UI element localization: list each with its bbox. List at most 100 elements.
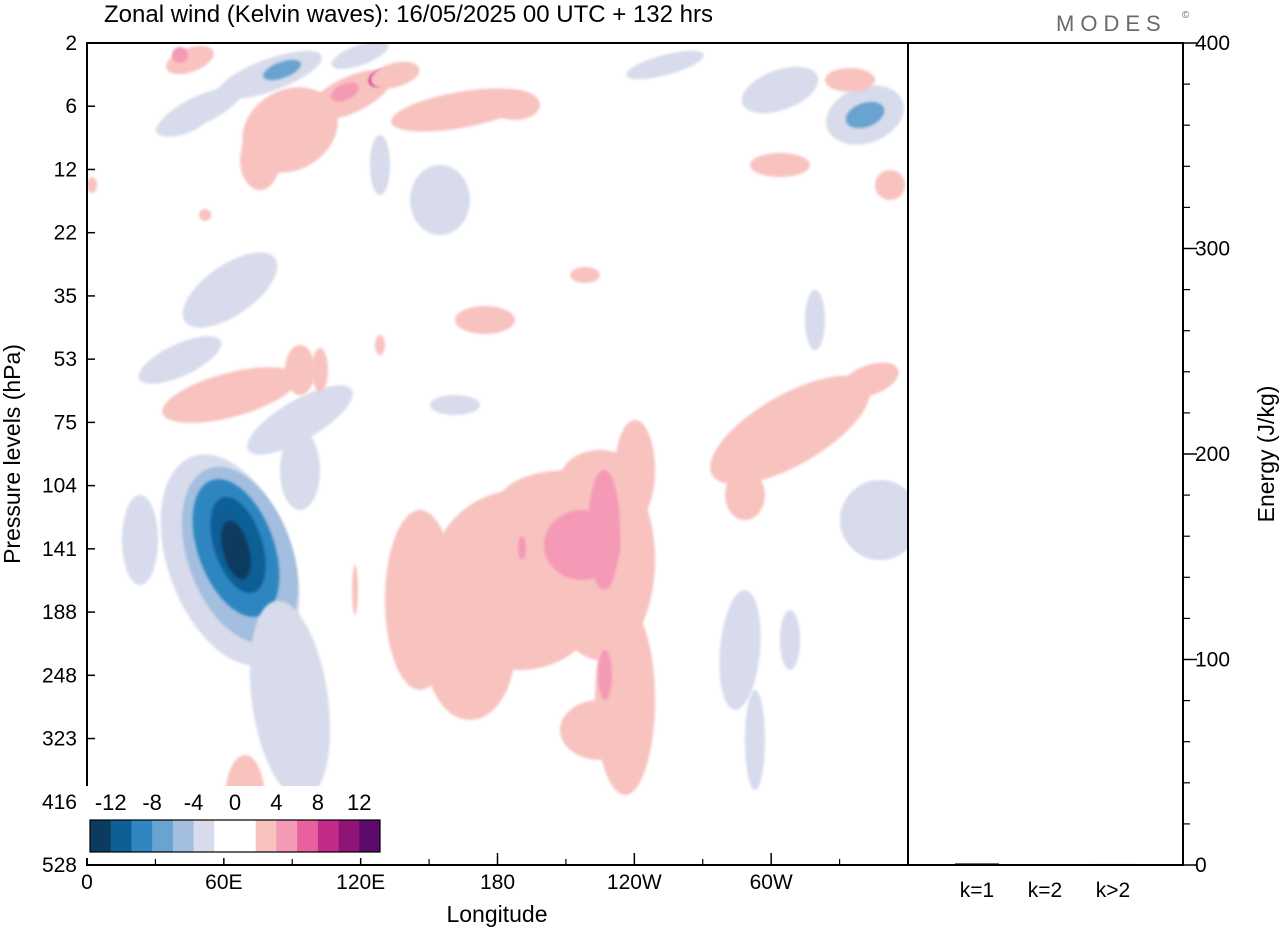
heatmap-contour-region bbox=[455, 306, 515, 334]
y-tick-label: 12 bbox=[54, 158, 77, 181]
energy-tick-label: 300 bbox=[1195, 238, 1230, 261]
colorbar-swatch bbox=[131, 820, 153, 852]
heatmap-contour-region bbox=[875, 170, 905, 200]
y-axis-label: Pressure levels (hPa) bbox=[0, 344, 25, 564]
heatmap-contour-region bbox=[162, 367, 298, 423]
heatmap-contour-region bbox=[825, 68, 875, 92]
heatmap-contour-region bbox=[155, 113, 205, 137]
x-axis-label: Longitude bbox=[446, 901, 547, 927]
heatmap-contour-region bbox=[626, 50, 704, 80]
colorbar-swatch bbox=[276, 820, 298, 852]
main-axes: 0 60E 120E 180 120W 60W 2 6 12 22 35 53 75 104 141 188 2… bbox=[42, 32, 841, 894]
heatmap-field bbox=[87, 43, 908, 845]
colorbar-swatch bbox=[297, 820, 319, 852]
colorbar-swatch bbox=[317, 820, 340, 852]
colorbar-swatch bbox=[214, 820, 236, 852]
colorbar-tick-label: 0 bbox=[229, 790, 241, 815]
chart-title: Zonal wind (Kelvin waves): 16/05/2025 00… bbox=[104, 1, 713, 28]
heatmap-contour-region bbox=[166, 45, 214, 75]
colorbar: -12 -8 -4 0 4 8 12 bbox=[86, 786, 384, 858]
colorbar-tick-label: 12 bbox=[347, 790, 371, 815]
y-tick-label: 323 bbox=[42, 728, 77, 751]
heatmap-contour-region bbox=[370, 61, 420, 89]
colorbar-swatch bbox=[338, 820, 360, 852]
colorbar-swatch bbox=[359, 820, 381, 852]
heatmap-contour-region bbox=[745, 690, 765, 790]
heatmap-contour-region bbox=[199, 209, 211, 221]
heatmap-contour-region bbox=[425, 580, 515, 720]
brand-mark: © bbox=[1182, 10, 1190, 21]
colorbar-swatch bbox=[110, 820, 132, 852]
heatmap-contour-region bbox=[741, 66, 819, 114]
x-tick-label: 180 bbox=[480, 871, 515, 894]
heatmap-contour-region bbox=[352, 565, 358, 615]
colorbar-swatch bbox=[255, 820, 277, 852]
energy-tick-label: 100 bbox=[1195, 649, 1230, 672]
heatmap-contour-region bbox=[490, 90, 540, 120]
colorbar-tick-label: -12 bbox=[95, 790, 127, 815]
heatmap-contour-region bbox=[430, 395, 480, 415]
heatmap-contour-region bbox=[845, 101, 885, 129]
heatmap-contour-region bbox=[840, 480, 908, 560]
x-tick-label: 120W bbox=[607, 871, 662, 894]
y-tick-label: 141 bbox=[42, 538, 77, 561]
x-tick-label: 120E bbox=[336, 871, 385, 894]
energy-tick-label: 0 bbox=[1195, 854, 1207, 877]
heatmap-contour-region bbox=[263, 59, 301, 81]
y-tick-label: 104 bbox=[42, 475, 77, 498]
heatmap-contour-region bbox=[588, 470, 620, 590]
heatmap-contour-region bbox=[240, 130, 280, 190]
heatmap-contour-region bbox=[410, 165, 470, 235]
heatmap-contour-region bbox=[750, 153, 810, 177]
y-tick-label: 75 bbox=[54, 411, 77, 434]
colorbar-tick-label: 8 bbox=[312, 790, 324, 815]
heatmap-contour-region bbox=[247, 385, 353, 455]
colorbar-tick-label: 4 bbox=[270, 790, 282, 815]
y-tick-label: 2 bbox=[65, 32, 77, 55]
heatmap-contour-region bbox=[719, 590, 761, 710]
heatmap-contour-region bbox=[370, 135, 390, 195]
heatmap-contour-region bbox=[615, 420, 655, 520]
heatmap-contour-region bbox=[725, 470, 765, 520]
heatmap-contour-region bbox=[841, 362, 899, 398]
x-tick-label: 0 bbox=[81, 871, 93, 894]
heatmap-contour-region bbox=[285, 345, 315, 395]
energy-category-label: k>2 bbox=[1096, 879, 1130, 902]
colorbar-swatch bbox=[152, 820, 174, 852]
heatmap-contour-region bbox=[249, 600, 331, 800]
colorbar-swatch bbox=[172, 820, 195, 852]
heatmap-contour-region bbox=[560, 700, 640, 760]
energy-tick-label: 400 bbox=[1195, 32, 1230, 55]
y-tick-label: 22 bbox=[54, 222, 77, 245]
y-tick-label: 35 bbox=[54, 285, 77, 308]
heatmap-contour-region bbox=[375, 335, 385, 355]
heatmap-contour-region bbox=[518, 536, 526, 560]
heatmap-contour-region bbox=[330, 82, 360, 102]
heatmap-contour-region bbox=[182, 252, 278, 328]
heatmap-contour-region bbox=[805, 290, 825, 350]
heatmap-contour-region bbox=[138, 336, 222, 384]
heatmap-contour-region bbox=[87, 177, 97, 193]
energy-category-label: k=1 bbox=[960, 879, 994, 902]
x-tick-label: 60W bbox=[750, 871, 793, 894]
colorbar-swatch bbox=[235, 820, 257, 852]
heatmap-contour-region bbox=[172, 47, 188, 63]
y-tick-label: 528 bbox=[42, 854, 77, 877]
y-tick-label: 416 bbox=[42, 791, 77, 814]
energy-axis-label: Energy (J/kg) bbox=[1253, 386, 1279, 523]
y-tick-label: 188 bbox=[42, 601, 77, 624]
heatmap-contour-region bbox=[598, 650, 612, 700]
colorbar-frame bbox=[89, 819, 381, 853]
energy-category-label: k=2 bbox=[1028, 879, 1062, 902]
heatmap-contour-region bbox=[312, 348, 328, 392]
y-tick-label: 53 bbox=[54, 348, 77, 371]
heatmap-contour-region bbox=[221, 520, 251, 580]
colorbar-tick-label: -4 bbox=[184, 790, 204, 815]
energy-plot-frame bbox=[907, 42, 1184, 866]
colorbar-swatch bbox=[90, 820, 112, 852]
y-tick-label: 6 bbox=[65, 95, 77, 118]
heatmap-contour-region bbox=[780, 610, 800, 670]
energy-bar-panel: 0 100 200 300 400 k=1 k=2 k>2 bbox=[955, 32, 1230, 902]
heatmap-contour-region bbox=[570, 267, 600, 283]
